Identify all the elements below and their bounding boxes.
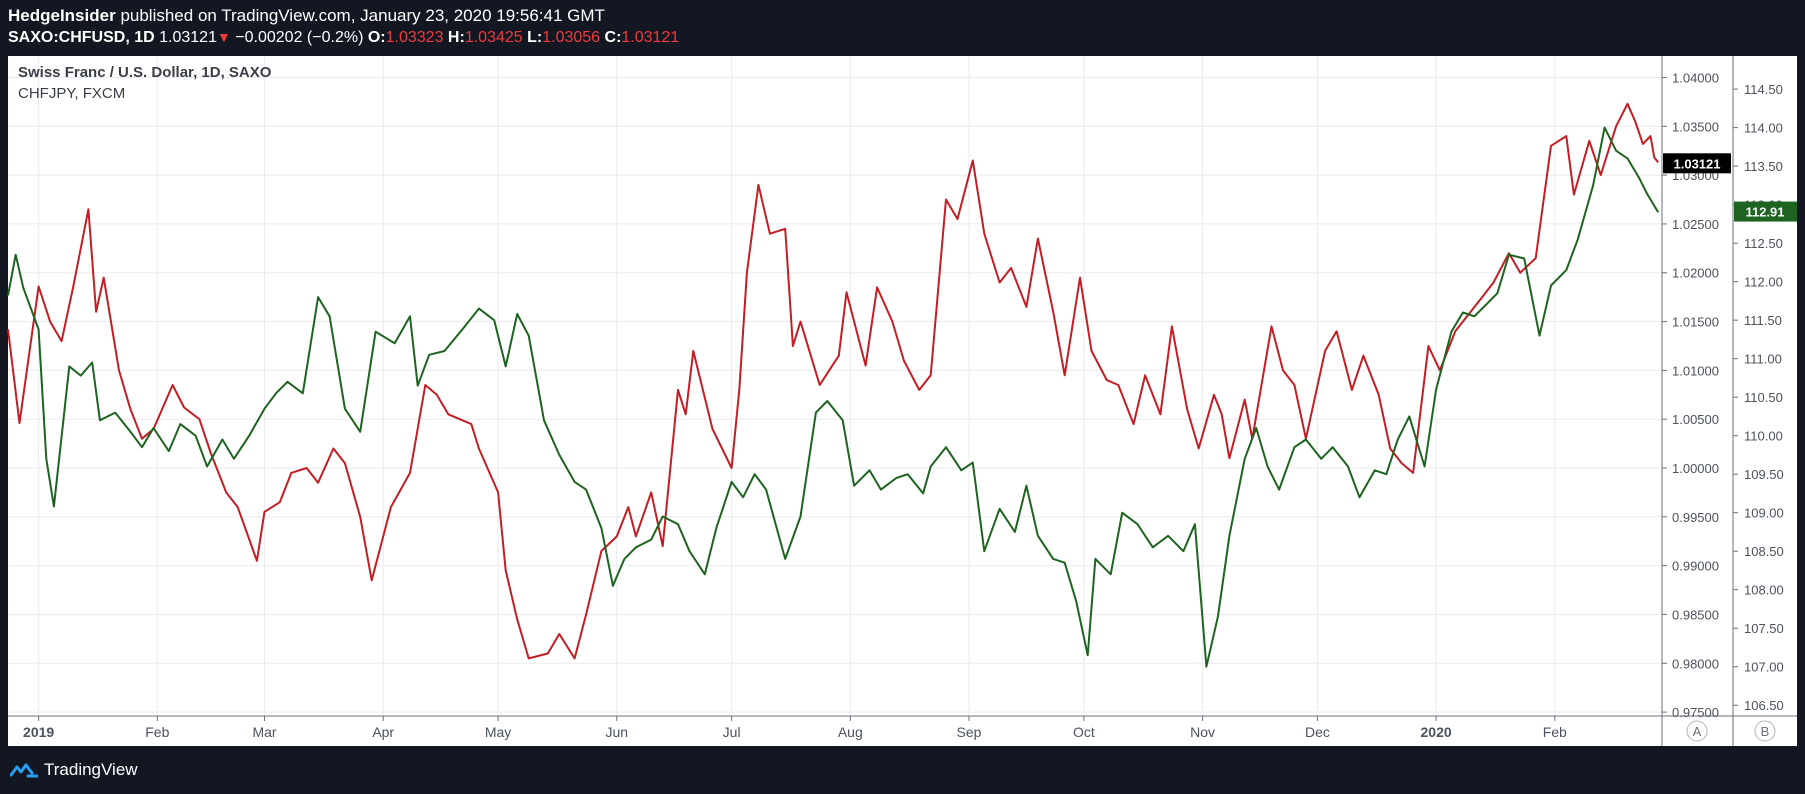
time-axis[interactable]: 2019 Feb Mar Apr May Jun Jul Aug Sep Oct Nov Dec 202… [23,716,1567,740]
tradingview-brand-text: TradingView [44,760,138,779]
left-axis-tick-label: 1.00500 [1672,412,1719,427]
right-price-axis[interactable]: 114.50114.00113.50113.00112.50112.00111.… [1733,82,1797,713]
time-axis-tick-label: Mar [252,724,276,740]
low-label: L: [527,29,543,46]
right-axis-tick-label: 109.50 [1744,467,1784,482]
time-axis-tick-label: Feb [145,724,169,740]
series-line-chfjpy[interactable] [7,126,1660,668]
time-axis-tick-label: Apr [372,724,394,740]
high-label: H: [447,29,465,46]
time-axis-tick-label: Oct [1073,724,1095,740]
right-axis-tick-label: 110.50 [1744,390,1783,405]
right-axis-tick-label: 107.00 [1744,660,1784,675]
right-last-price-label: 112.91 [1745,205,1784,220]
last-price: 1.03121 [159,29,217,46]
right-axis-tick-label: 106.50 [1744,698,1784,713]
time-axis-tick-label: Feb [1543,724,1567,740]
left-last-price-label: 1.03121 [1674,156,1721,171]
time-axis-tick-label: Jun [605,724,628,740]
time-axis-tick-label: 2019 [23,724,54,740]
left-axis-tick-label: 1.01500 [1672,315,1719,330]
left-price-axis[interactable]: 1.040001.035001.030001.025001.020001.015… [1662,70,1731,720]
low-value: 1.03056 [542,29,601,46]
right-axis-tick-label: 111.00 [1744,352,1782,367]
open-value: 1.03323 [385,29,444,46]
symbol-name: SAXO:CHFUSD, 1D [8,29,155,46]
series-line-chfusd[interactable] [7,102,1659,660]
left-last-price-badge [1663,153,1731,174]
left-axis-tick-label: 0.98500 [1672,607,1719,622]
tradingview-logo[interactable]: TradingView [10,760,138,780]
down-arrow-icon: ▼ [216,29,231,45]
right-axis-tick-label: 112.50 [1744,236,1783,251]
scale-button-b[interactable]: B [1754,720,1776,742]
grid-lines [8,56,1662,716]
time-axis-tick-label: Nov [1190,724,1215,740]
right-axis-tick-label: 111.50 [1744,313,1782,328]
close-value: 1.03121 [621,29,680,46]
time-axis-tick-label: Aug [838,724,863,740]
scale-button-b-label: B [1761,724,1770,739]
chart-background [8,56,1797,746]
time-axis-tick-label: Jul [723,724,741,740]
right-axis-tick-label: 113.50 [1744,159,1783,174]
right-axis-tick-label: 107.50 [1744,621,1784,636]
tradingview-logo-icon [10,763,38,778]
left-axis-tick-label: 0.99500 [1672,510,1719,525]
right-axis-tick-label: 108.00 [1744,583,1784,598]
open-label: O: [367,29,386,46]
published-text: published on TradingView.com, January 23… [120,6,605,25]
close-label: C: [604,29,622,46]
high-value: 1.03425 [464,29,523,46]
price-chart[interactable]: 1.040001.035001.030001.025001.020001.015… [0,56,1805,748]
time-axis-tick-label: May [485,724,511,740]
publish-header: HedgeInsider published on TradingView.co… [0,0,1805,54]
legend-compare-series: CHFJPY, FXCM [18,85,125,102]
right-axis-tick-label: 109.00 [1744,506,1784,521]
right-axis-tick-label: 114.50 [1744,82,1783,97]
right-axis-tick-label: 114.00 [1744,121,1783,136]
left-axis-tick-label: 1.02500 [1672,217,1719,232]
right-axis-tick-label: 112.00 [1744,275,1783,290]
time-axis-tick-label: 2020 [1421,724,1452,740]
left-axis-tick-label: 1.04000 [1672,70,1719,85]
left-axis-tick-label: 1.02000 [1672,266,1719,281]
price-change: −0.00202 (−0.2%) [235,29,364,46]
left-axis-tick-label: 1.01000 [1672,363,1719,378]
time-axis-tick-label: Dec [1305,724,1330,740]
left-axis-tick-label: 0.99000 [1672,559,1719,574]
publish-info: HedgeInsider published on TradingView.co… [8,6,605,26]
time-axis-tick-label: Sep [957,724,982,740]
right-axis-tick-label: 110.00 [1744,429,1783,444]
right-last-price-badge [1734,201,1797,222]
left-axis-tick-label: 1.03500 [1672,119,1719,134]
scale-button-a-label: A [1693,724,1702,739]
plot-area[interactable] [7,102,1660,668]
symbol-quote-line: SAXO:CHFUSD, 1D 1.03121▼ −0.00202 (−0.2%… [8,29,679,47]
footer-bar: TradingView [0,748,1805,794]
left-axis-tick-label: 0.97500 [1672,705,1719,720]
legend-main-series: Swiss Franc / U.S. Dollar, 1D, SAXO [18,64,272,81]
right-axis-tick-label: 108.50 [1744,544,1784,559]
author-name[interactable]: HedgeInsider [8,6,116,25]
scale-button-a[interactable]: A [1686,720,1708,742]
left-axis-tick-label: 1.00000 [1672,461,1719,476]
left-axis-tick-label: 0.98000 [1672,656,1719,671]
